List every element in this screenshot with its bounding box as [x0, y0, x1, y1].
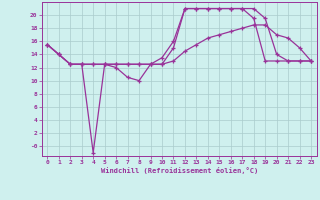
X-axis label: Windchill (Refroidissement éolien,°C): Windchill (Refroidissement éolien,°C) [100, 167, 258, 174]
